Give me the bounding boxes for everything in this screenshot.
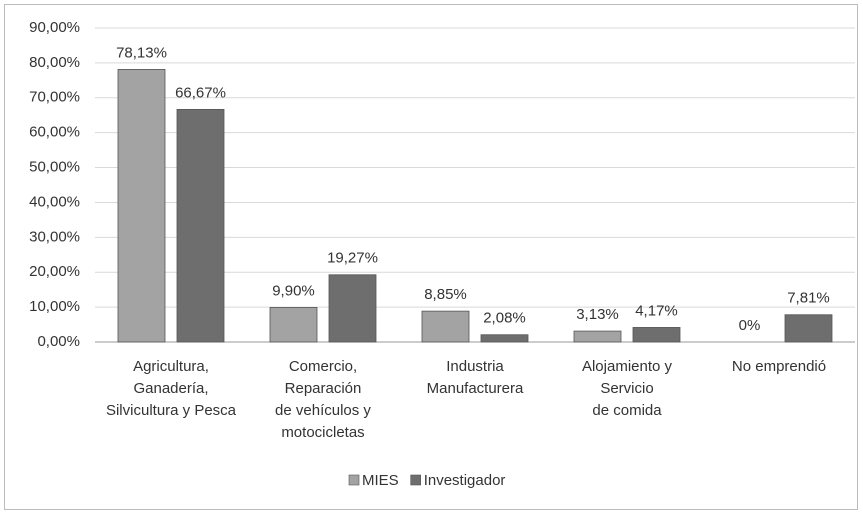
y-tick-label: 10,00% (29, 298, 80, 315)
value-label: 2,08% (483, 310, 526, 327)
legend-swatch (348, 474, 360, 486)
bar (176, 108, 225, 343)
x-tick-label: Silvicultura y Pesca (106, 402, 237, 419)
x-tick-label: Servicio (600, 380, 653, 397)
y-tick-label: 80,00% (29, 54, 80, 71)
bar (269, 307, 318, 343)
x-tick-label: No emprendió (732, 358, 826, 375)
y-tick-label: 30,00% (29, 228, 80, 245)
bar (421, 310, 470, 343)
bar (784, 314, 833, 343)
bar (632, 327, 681, 343)
legend-swatch (410, 474, 421, 486)
value-label: 66,67% (175, 84, 226, 101)
legend-label: MIES (362, 472, 399, 489)
x-tick-label: motocicletas (281, 424, 364, 441)
y-tick-label: 40,00% (29, 193, 80, 210)
y-tick-label: 60,00% (29, 124, 80, 141)
bar (573, 330, 622, 343)
bar (328, 274, 377, 343)
x-tick-label: Agricultura, (133, 358, 209, 375)
value-label: 3,13% (576, 306, 619, 323)
value-label: 9,90% (272, 282, 315, 299)
x-tick-label: Reparación (285, 380, 362, 397)
x-tick-label: Ganadería, (133, 380, 208, 397)
value-label: 8,85% (424, 286, 467, 303)
value-label: 4,17% (635, 302, 678, 319)
y-tick-label: 50,00% (29, 159, 80, 176)
x-tick-label: de vehículos y (275, 402, 371, 419)
bar (117, 69, 166, 343)
value-label: 0% (739, 317, 761, 334)
value-label: 78,13% (116, 44, 167, 61)
value-label: 19,27% (327, 250, 378, 267)
x-tick-label: Manufacturera (427, 380, 524, 397)
y-tick-label: 20,00% (29, 263, 80, 280)
x-tick-label: Alojamiento y (582, 358, 673, 375)
y-tick-label: 70,00% (29, 89, 80, 106)
bar (480, 334, 529, 343)
y-tick-label: 90,00% (29, 19, 80, 36)
x-tick-label: de comida (592, 402, 662, 419)
value-label: 7,81% (787, 290, 830, 307)
y-tick-label: 0,00% (37, 333, 80, 350)
x-tick-label: Comercio, (289, 358, 357, 375)
legend-label: Investigador (424, 472, 506, 489)
x-tick-label: Industria (446, 358, 504, 375)
